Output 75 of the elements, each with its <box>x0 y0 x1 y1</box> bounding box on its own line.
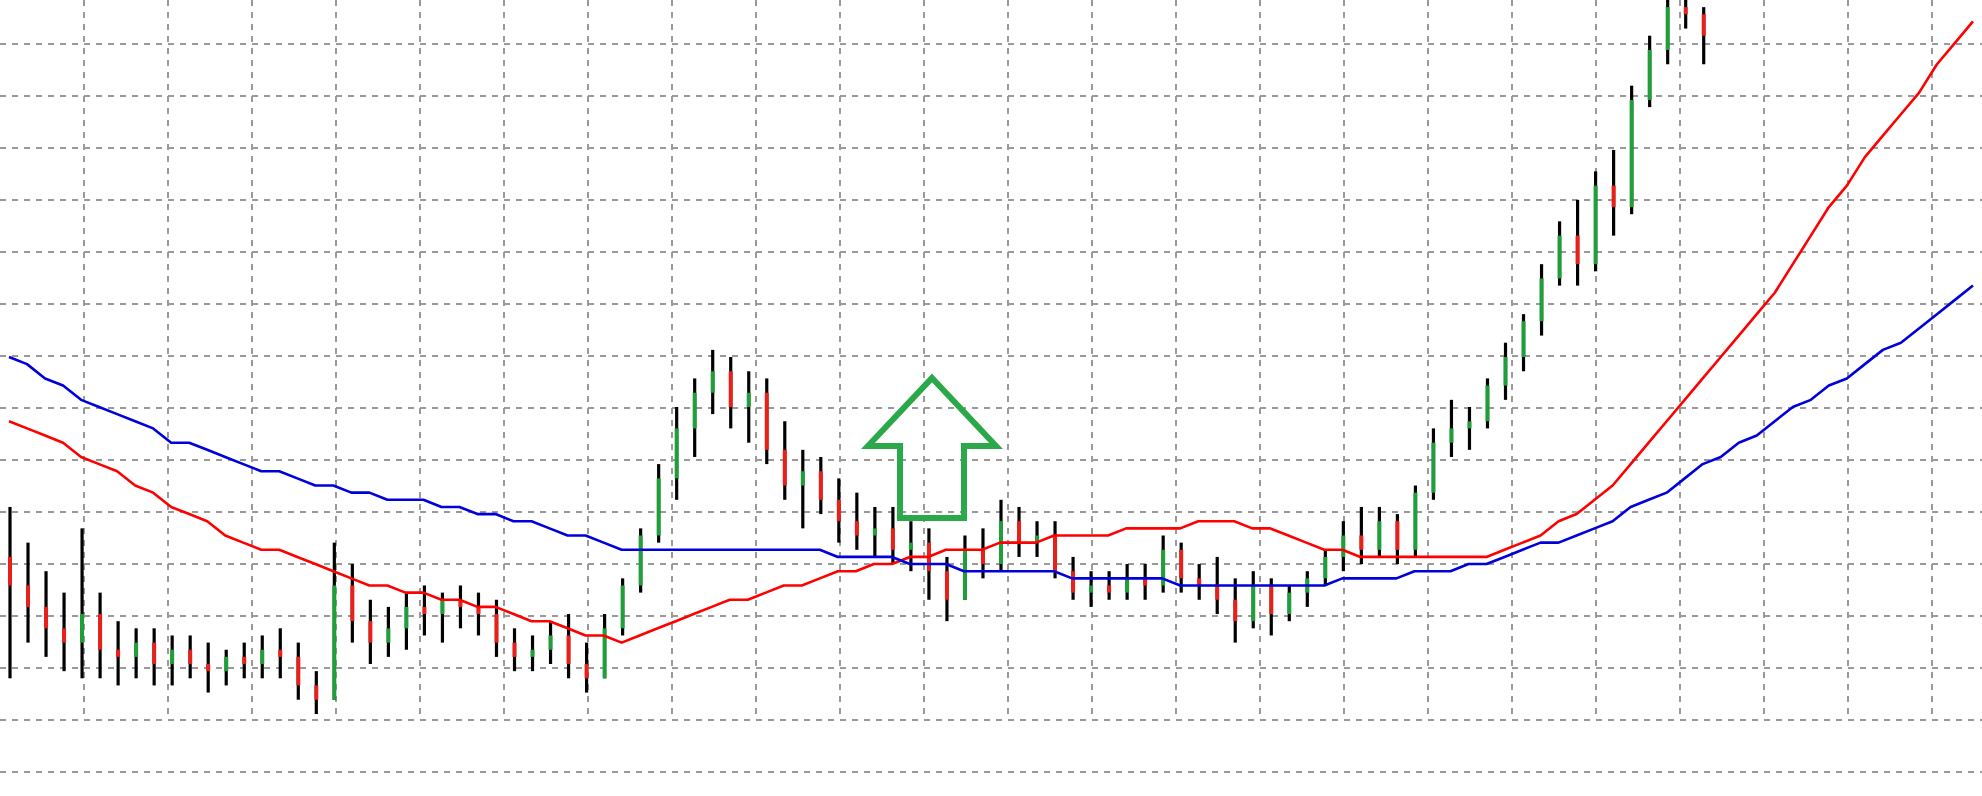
candlestick <box>26 541 31 645</box>
candlestick <box>1359 505 1364 566</box>
candlestick <box>980 526 985 580</box>
candlestick <box>1269 576 1274 638</box>
candlestick <box>1251 569 1256 630</box>
candlestick <box>999 498 1003 573</box>
candlestick <box>872 505 877 559</box>
candlestick <box>494 598 499 659</box>
candlestick <box>1161 533 1166 595</box>
candlestick <box>908 519 913 573</box>
candlestick <box>1287 583 1292 623</box>
candlestick <box>188 633 193 680</box>
candlestick <box>1503 341 1508 402</box>
candlestick <box>350 562 355 645</box>
candlestick <box>8 505 12 680</box>
candlestick <box>242 641 247 680</box>
candlestick <box>296 641 301 702</box>
candlestick <box>746 369 751 445</box>
candlestick <box>692 376 697 459</box>
candlestick <box>170 633 175 688</box>
candlestick <box>1521 312 1526 373</box>
candlestick <box>152 626 157 688</box>
candlestick <box>1323 548 1328 588</box>
candlestick <box>512 626 517 673</box>
candlestick <box>1179 541 1184 595</box>
candlestick <box>116 619 121 688</box>
candlestick <box>1611 148 1616 238</box>
candlestick <box>1053 519 1058 580</box>
candlestick <box>1449 398 1454 459</box>
candlestick <box>80 526 85 680</box>
candlestick <box>710 348 715 416</box>
candlestick <box>440 591 445 645</box>
candlestick <box>1431 426 1436 502</box>
candlestick <box>260 633 265 680</box>
candlestick <box>1215 555 1220 616</box>
candlestick <box>1701 5 1706 66</box>
candlestick <box>728 355 733 430</box>
candlestick <box>890 505 895 566</box>
candlestick <box>98 591 103 680</box>
candlestick <box>62 591 67 673</box>
candlestick <box>206 641 211 695</box>
candlestick <box>224 648 229 688</box>
candlestick <box>818 455 823 516</box>
candlestick <box>620 576 625 638</box>
candlestick <box>566 612 571 680</box>
candlestick <box>1539 262 1544 338</box>
candlestick <box>1233 576 1238 645</box>
candlestick <box>134 626 139 680</box>
candlestick <box>1665 0 1670 66</box>
candlestick <box>1107 569 1112 602</box>
candlestick <box>1683 0 1688 31</box>
candlestick <box>422 583 427 638</box>
candlestick <box>368 598 373 666</box>
candlestick <box>1485 376 1490 430</box>
candlestick <box>782 419 787 502</box>
candlestick <box>1467 405 1472 452</box>
candlestick <box>314 669 319 714</box>
candlestick <box>944 555 949 623</box>
candlestick <box>278 626 283 680</box>
candlestick <box>1125 562 1130 602</box>
candlestick <box>1089 569 1094 609</box>
candlestick <box>1395 512 1400 566</box>
candlestick <box>530 633 535 673</box>
candlestick <box>854 491 859 552</box>
candlestick <box>404 591 409 652</box>
candlestick <box>1575 198 1580 288</box>
candlestick <box>836 476 841 545</box>
candlestick <box>1017 505 1022 559</box>
candlestick <box>800 448 805 530</box>
candlestick <box>584 641 589 695</box>
candlestick <box>1377 505 1382 559</box>
candlestick <box>1557 219 1562 288</box>
candlestick <box>548 619 553 666</box>
candlestick <box>44 569 49 659</box>
candlestick <box>386 605 391 659</box>
